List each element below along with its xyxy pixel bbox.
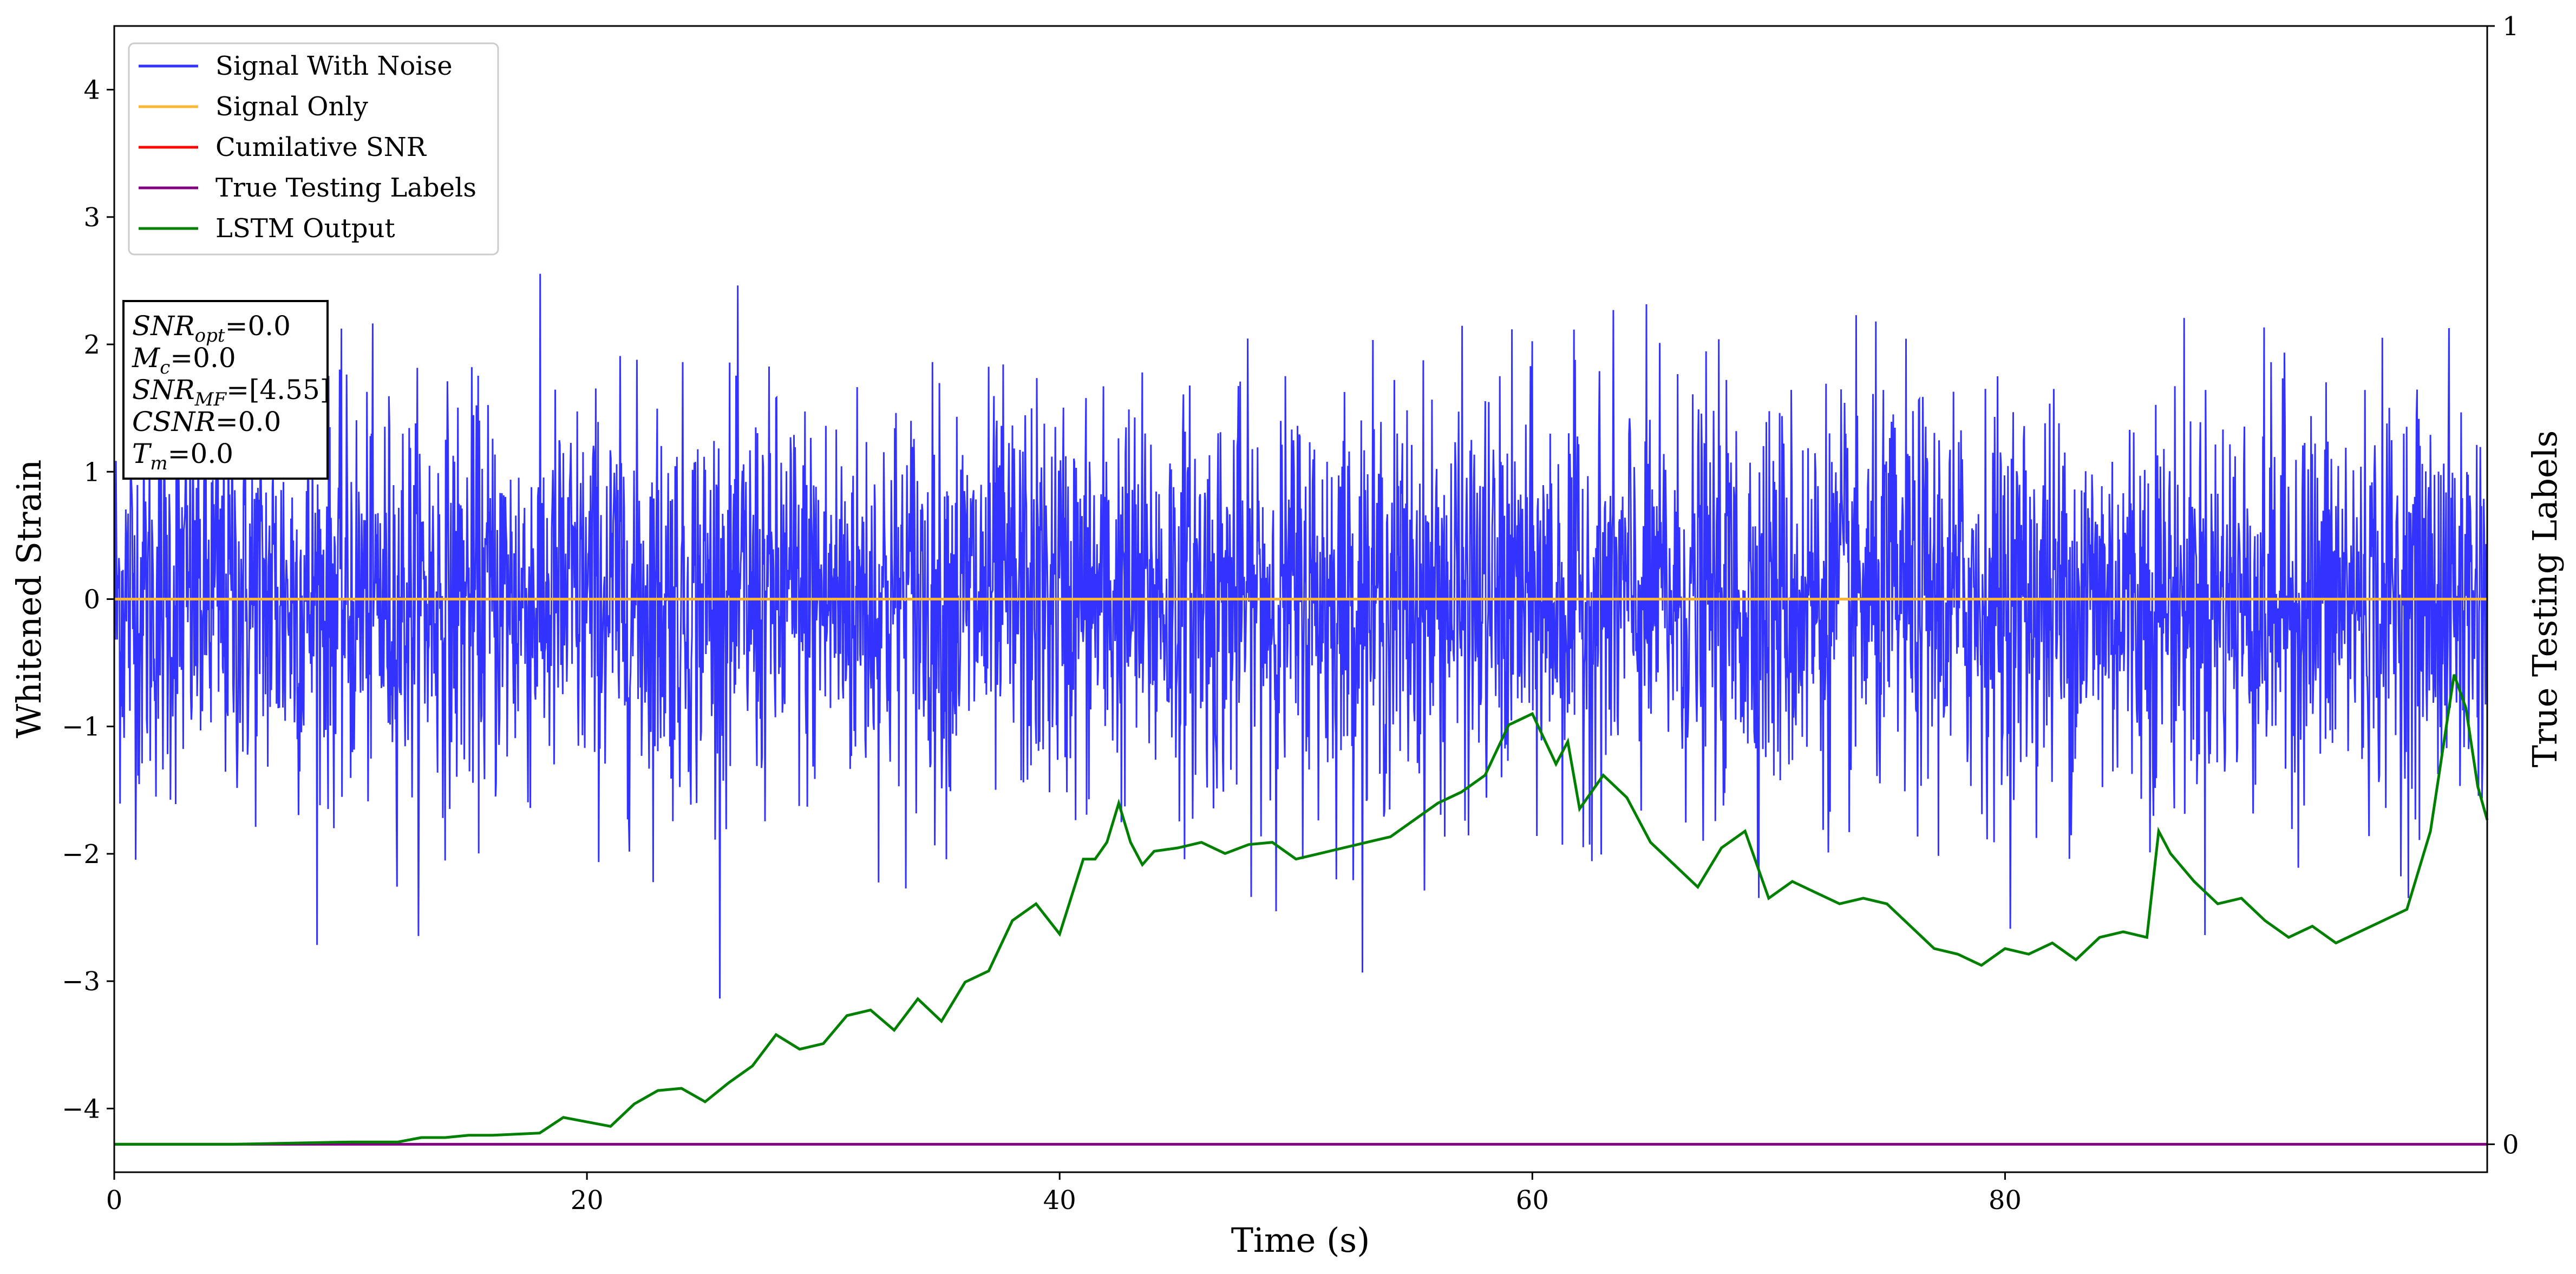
series-signal-with-noise	[113, 273, 2488, 999]
series-lstm-output	[114, 674, 2489, 1146]
info-line-snr-mf: SNRMF=[4.55]	[132, 374, 330, 410]
legend-label-lstm-output: LSTM Output	[215, 213, 395, 244]
y-tick-label: 2	[83, 330, 100, 360]
info-line-tm: Tm=0.0	[132, 438, 233, 474]
y-axis-title: Whitened Strain	[9, 460, 49, 739]
info-box: SNRopt=0.0 Mc=0.0 SNRMF=[4.55] CSNR=0.0 …	[122, 300, 330, 480]
info-box-frame	[122, 300, 329, 480]
y-right-tick-label: 1	[2502, 11, 2519, 42]
x-axis-title: Time (s)	[1231, 1220, 1370, 1260]
legend-label-signal-only: Signal Only	[215, 92, 368, 122]
y-tick-label: 4	[83, 75, 100, 106]
y-tick-label: 3	[83, 202, 100, 233]
x-tick-label: 0	[106, 1185, 123, 1216]
y-tick-label: −4	[62, 1094, 100, 1124]
y-right-tick-label: 0	[2502, 1129, 2519, 1160]
y-tick-label: 0	[83, 585, 100, 615]
legend: Signal With Noise Signal Only Cumilative…	[128, 42, 499, 256]
x-tick-label: 20	[571, 1185, 604, 1216]
info-line-mc: Mc=0.0	[132, 342, 236, 378]
y-tick-label: −3	[62, 966, 100, 997]
info-line-snr-opt: SNRopt=0.0	[132, 310, 291, 347]
y-tick-label: −1	[62, 712, 100, 742]
legend-label-signal-with-noise: Signal With Noise	[215, 51, 453, 81]
legend-frame	[128, 42, 499, 256]
info-line-csnr: CSNR=0.0	[132, 406, 281, 437]
x-tick-label: 80	[1989, 1185, 2022, 1216]
legend-label-true-testing-labels: True Testing Labels	[215, 173, 476, 203]
x-tick-label: 60	[1516, 1185, 1549, 1216]
y-tick-label: 1	[83, 457, 100, 487]
y-tick-label: −2	[62, 839, 100, 870]
y-right-axis-title: True Testing Labels	[2525, 430, 2565, 768]
x-tick-label: 40	[1043, 1185, 1076, 1216]
plot-area	[113, 273, 2489, 1146]
legend-label-cumilative-snr: Cumilative SNR	[215, 132, 427, 162]
